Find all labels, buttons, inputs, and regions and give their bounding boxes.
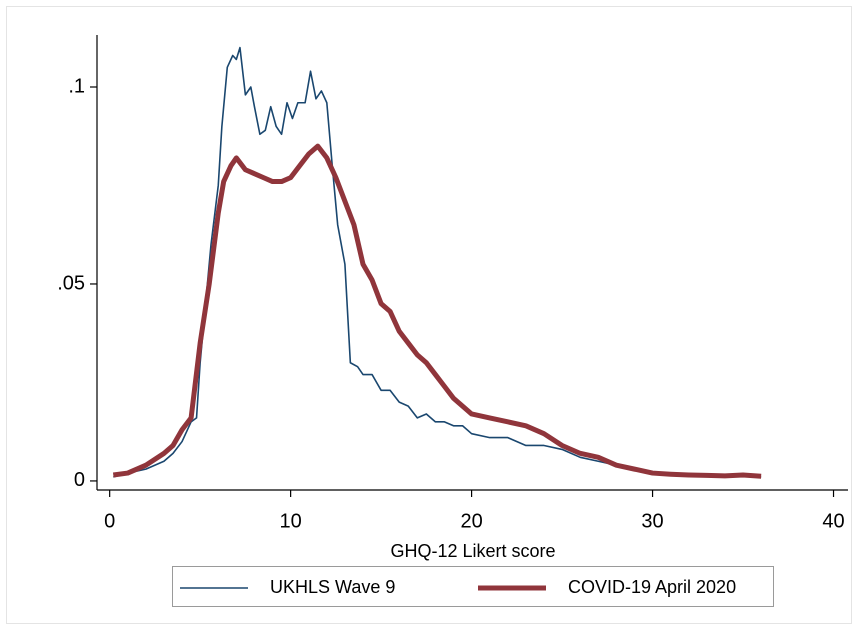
- y-tick-label: .05: [57, 272, 85, 294]
- legend-box: [172, 566, 774, 607]
- x-tick-label: 40: [822, 510, 844, 532]
- density-line: [112, 143, 762, 479]
- y-tick-label: .1: [68, 75, 85, 97]
- x-tick-label: 0: [104, 510, 115, 532]
- x-tick-label: 10: [280, 510, 302, 532]
- x-tick-label: 30: [641, 510, 663, 532]
- x-axis-title: GHQ-12 Likert score: [390, 541, 555, 561]
- legend-label: COVID-19 April 2020: [568, 577, 736, 597]
- x-tick-label: 20: [460, 510, 482, 532]
- legend-label: UKHLS Wave 9: [270, 577, 395, 597]
- y-tick-label: 0: [74, 469, 85, 491]
- chart-frame: [6, 6, 852, 624]
